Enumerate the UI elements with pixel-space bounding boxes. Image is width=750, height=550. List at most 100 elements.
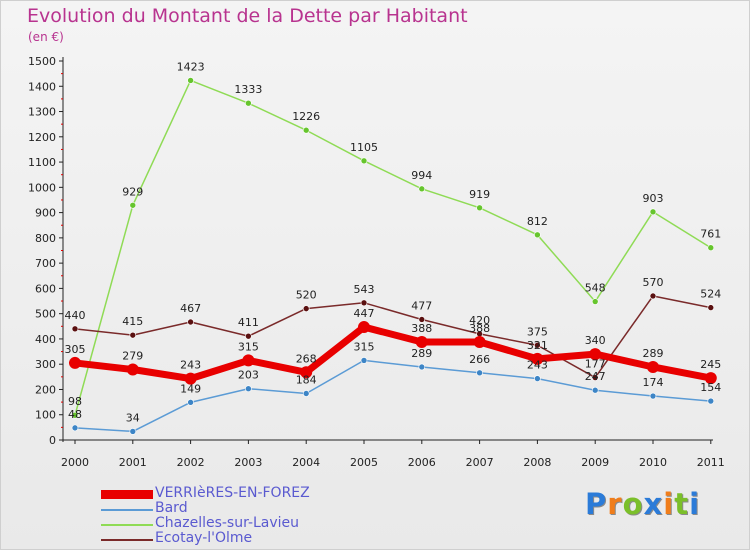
series-point-0 (531, 352, 544, 365)
legend-swatch (101, 490, 153, 499)
y-tick-label: 1500 (28, 55, 56, 68)
proxiti-logo: Proxiti (585, 487, 700, 521)
legend-swatch (101, 539, 153, 541)
data-label: 245 (700, 358, 721, 371)
data-label: 467 (180, 302, 201, 315)
y-tick-label: 1200 (28, 131, 56, 144)
series-line-1 (74, 359, 712, 433)
x-tick-label: 2001 (119, 456, 147, 469)
data-label: 524 (700, 288, 721, 301)
series-point-0 (184, 372, 197, 385)
series-point-1 (418, 363, 426, 371)
data-label: 184 (296, 374, 317, 387)
x-tick-label: 2011 (697, 456, 725, 469)
y-tick-label: 200 (35, 383, 56, 396)
series-point-0 (69, 356, 81, 369)
y-tick-label: 1000 (28, 181, 56, 194)
data-label: 375 (527, 325, 548, 338)
series-point-0 (242, 354, 255, 367)
data-label: 548 (585, 282, 606, 295)
data-label: 98 (68, 395, 82, 408)
x-tick-label: 2008 (523, 456, 551, 469)
series-point-3 (71, 325, 79, 333)
data-label: 761 (700, 228, 721, 241)
y-tick-label: 1300 (28, 106, 56, 119)
data-label: 1423 (177, 60, 205, 73)
series-point-1 (707, 397, 715, 405)
series-point-2 (360, 157, 368, 165)
legend-label: Ecotay-l'Olme (155, 530, 253, 546)
series-point-1 (187, 399, 194, 406)
x-tick-label: 2002 (177, 456, 205, 469)
data-label: 1226 (292, 110, 320, 123)
series-point-2 (649, 208, 657, 216)
series-point-3 (302, 305, 310, 312)
data-label: 929 (122, 185, 143, 198)
series-point-1 (129, 428, 137, 435)
series-line-3 (74, 295, 712, 379)
data-label: 411 (238, 316, 259, 329)
logo-letter: t (674, 487, 690, 521)
data-label: 994 (411, 169, 432, 182)
data-label: 388 (469, 322, 490, 335)
data-label: 543 (354, 283, 375, 296)
x-tick-label: 2010 (639, 456, 667, 469)
data-label: 34 (126, 411, 140, 424)
data-label: 289 (643, 347, 664, 360)
series-point-1 (649, 392, 657, 400)
legend-label: VERRIèRES-EN-FOREZ (155, 485, 310, 501)
data-label: 289 (411, 347, 432, 360)
legend-label: Chazelles-sur-Lavieu (155, 515, 300, 531)
series-point-2 (591, 298, 599, 305)
series-point-3 (591, 374, 599, 381)
series-point-2 (476, 204, 483, 212)
series-point-0 (589, 348, 602, 361)
series-point-3 (418, 316, 426, 323)
series-point-2 (302, 126, 310, 134)
series-point-0 (647, 360, 659, 373)
logo-letter: x (643, 487, 664, 521)
y-tick-label: 700 (35, 257, 56, 270)
y-tick-label: 1400 (28, 80, 56, 93)
series-point-3 (649, 292, 657, 300)
data-label: 340 (585, 334, 606, 347)
series-point-3 (534, 341, 541, 349)
data-label: 247 (585, 370, 606, 383)
series-point-0 (358, 321, 370, 334)
series-point-1 (591, 386, 599, 394)
data-label: 279 (122, 350, 143, 363)
x-tick-label: 2003 (234, 456, 262, 469)
data-label: 149 (180, 382, 201, 395)
y-tick-label: 800 (35, 232, 56, 245)
y-tick-label: 900 (35, 207, 56, 220)
series-point-1 (534, 375, 541, 382)
y-tick-label: 600 (35, 282, 56, 295)
logo-letter: i (663, 487, 675, 521)
series-point-3 (707, 304, 715, 311)
data-label: 570 (643, 276, 664, 289)
data-label: 203 (238, 369, 259, 382)
data-label: 415 (122, 315, 143, 328)
series-point-1 (476, 369, 483, 377)
series-point-1 (245, 385, 252, 393)
series-point-3 (245, 332, 252, 340)
x-tick-label: 2006 (408, 456, 436, 469)
data-label: 154 (700, 381, 721, 394)
x-tick-label: 2005 (350, 456, 378, 469)
data-label: 315 (354, 340, 375, 353)
legend-swatch (101, 524, 153, 526)
data-label: 305 (65, 343, 86, 356)
series-line-2 (74, 79, 712, 416)
series-point-3 (360, 299, 368, 307)
y-tick-label: 300 (35, 358, 56, 371)
logo-letter: o (622, 487, 644, 521)
y-tick-label: 1100 (28, 156, 56, 169)
data-label: 321 (527, 339, 548, 352)
series-point-3 (129, 331, 137, 339)
data-label: 388 (411, 322, 432, 335)
x-tick-label: 2009 (581, 456, 609, 469)
y-tick-label: 100 (35, 409, 56, 422)
series-point-2 (187, 77, 194, 84)
